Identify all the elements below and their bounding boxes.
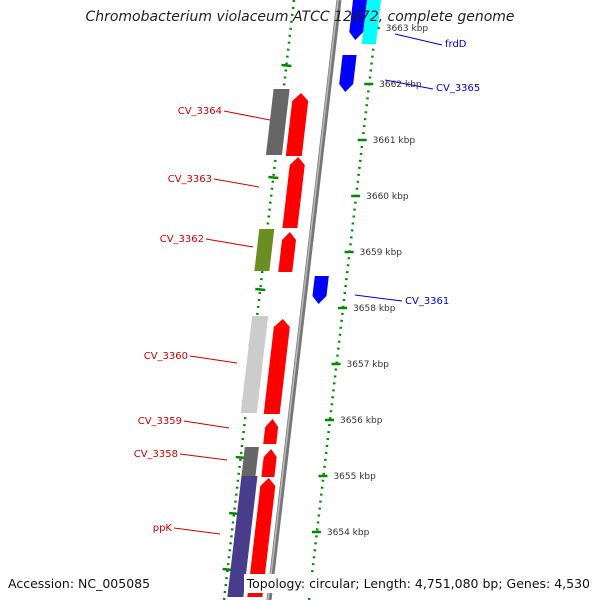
gene-label-leader (384, 79, 434, 90)
ruler-inner-dotted-line (222, 0, 296, 600)
cog-block-purple (227, 476, 258, 597)
cds-forward-ppk (247, 478, 276, 597)
cds-reverse-frdd (349, 0, 367, 40)
gene-label: ppK (153, 523, 173, 534)
ruler-minor-tick (281, 63, 292, 68)
gene-label-leader (213, 178, 260, 188)
gene-label: CV_3358 (134, 449, 178, 460)
gene-label: CV_3365 (436, 83, 480, 94)
feature-cyan (361, 0, 381, 44)
gene-label-leader (183, 420, 230, 429)
gene-label-leader (394, 33, 443, 46)
cog-block-dark-gray (265, 89, 290, 155)
gene-label: CV_3359 (138, 416, 182, 427)
gene-label-leader (354, 294, 403, 302)
accession-label: Accession: NC_005085 (5, 574, 154, 593)
gene-label: CV_3360 (144, 351, 188, 362)
cds-forward-cv3362 (278, 232, 296, 272)
ruler-tick-label: 3657 kbp (347, 360, 390, 370)
topology-label: Topology: circular; Length: 4,751,080 bp… (243, 574, 593, 593)
ruler-tick-label: 3658 kbp (353, 304, 396, 314)
backbone-line (266, 0, 342, 600)
gene-label: frdD (445, 39, 467, 50)
backbone-highlight (267, 0, 339, 600)
cds-forward-cv3359 (263, 419, 279, 444)
map-title: Chromobacterium violaceum ATCC 12472, co… (85, 9, 515, 25)
ruler-minor-tick (268, 175, 279, 180)
cds-forward-cv3363 (282, 157, 305, 228)
cds-reverse-cv3361 (312, 276, 329, 304)
gene-label-leader (173, 527, 221, 535)
gene-label: CV_3363 (168, 174, 212, 185)
ruler-tick-label: 3660 kbp (366, 192, 409, 202)
cog-block-olive (254, 229, 275, 271)
gene-label-leader (223, 110, 271, 121)
ruler-tick-label: 3655 kbp (333, 472, 376, 482)
ruler-tick-label: 3654 kbp (327, 528, 370, 538)
ruler-tick-label: 3659 kbp (360, 248, 403, 258)
ruler-outer-dotted-line (307, 0, 381, 600)
ruler-minor-tick (255, 287, 266, 292)
cds-forward-cv3358 (261, 449, 277, 477)
ruler-tick-label: 3662 kbp (379, 80, 422, 90)
cds-forward-cv3360 (263, 319, 290, 414)
gene-label: CV_3364 (178, 106, 222, 117)
gene-label-leader (179, 453, 228, 461)
gene-label: CV_3361 (405, 296, 449, 307)
cog-block-dark-gray-2 (241, 447, 259, 476)
ruler-tick-label: 3663 kbp (386, 24, 429, 34)
gene-label-leader (189, 355, 238, 364)
gene-label-leader (205, 238, 254, 248)
gene-label: CV_3362 (160, 234, 204, 245)
cds-forward-cv3364 (285, 93, 309, 156)
cog-block-light-gray (240, 316, 269, 413)
ruler-tick-label: 3661 kbp (373, 136, 416, 146)
ruler-tick-label: 3656 kbp (340, 416, 383, 426)
cds-reverse-cv3365 (339, 55, 357, 92)
